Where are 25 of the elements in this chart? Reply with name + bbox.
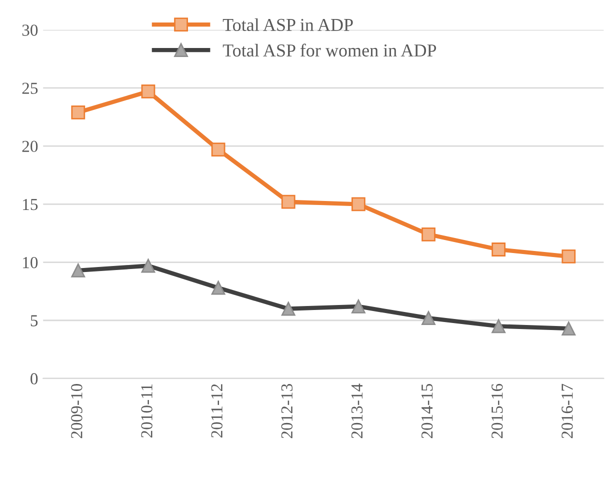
point (211, 142, 226, 157)
y-tick-label: 15 (23, 198, 38, 210)
x-tick-label: 2009-10 (71, 384, 82, 438)
point (351, 197, 366, 212)
x-tick-label: 2010-11 (141, 384, 152, 438)
point (422, 227, 436, 242)
x-tick-label: 2012-13 (281, 384, 293, 438)
legend-label: Total ASP for women in ADP (222, 44, 436, 57)
x-tick-label: 2014-15 (421, 384, 433, 438)
x-tick-label: 2016-17 (562, 384, 573, 438)
y-tick-label: 25 (22, 82, 38, 94)
y-tick-label: 5 (30, 315, 38, 326)
point (281, 194, 296, 209)
point (492, 242, 506, 256)
x-tick-label: 2011-12 (211, 384, 222, 438)
point (71, 105, 86, 120)
y-tick-label: 10 (23, 256, 38, 268)
y-tick-label: 20 (22, 140, 38, 152)
point (141, 84, 156, 98)
x-tick-label: 2015-16 (492, 384, 503, 438)
y-tick-label: 0 (30, 373, 38, 384)
legend-label: Total ASP in ADP (222, 18, 353, 32)
y-tick-label: 30 (22, 24, 38, 36)
x-tick-label: 2013-14 (351, 384, 363, 438)
point (562, 250, 576, 264)
